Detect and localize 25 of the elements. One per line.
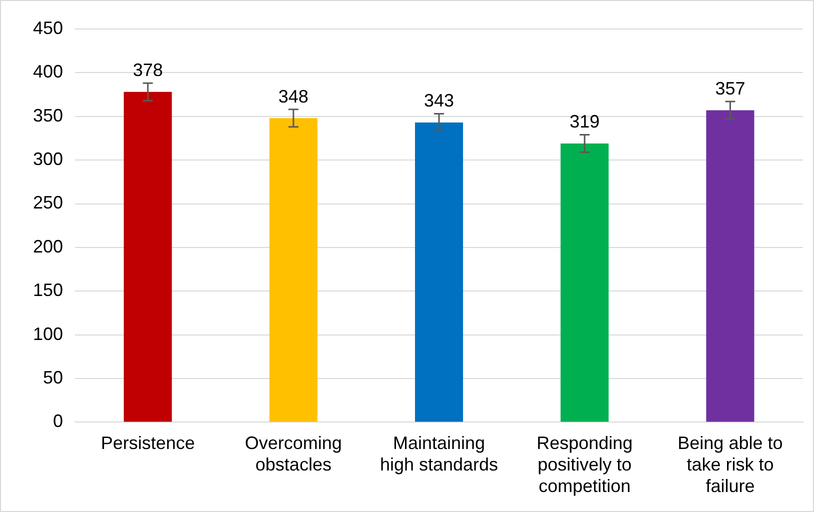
data-label: 319 xyxy=(570,112,600,132)
x-tick-label: Responding positively to competition xyxy=(536,432,633,496)
x-tick-label: Being able to take risk to failure xyxy=(678,432,783,496)
y-tick-label: 450 xyxy=(32,18,64,38)
y-tick-label: 400 xyxy=(32,62,64,82)
y-tick-label: 150 xyxy=(32,280,64,300)
data-label: 348 xyxy=(278,86,308,106)
y-tick-label: 50 xyxy=(43,367,64,388)
data-label: 343 xyxy=(424,90,454,111)
y-tick-label: 300 xyxy=(32,149,64,170)
data-label: 378 xyxy=(132,60,163,80)
y-tick-label: 350 xyxy=(32,105,64,126)
y-tick-label: 100 xyxy=(32,324,64,344)
y-tick-label: 0 xyxy=(53,411,64,432)
x-tick-label: Persistence xyxy=(100,432,195,453)
x-tick-label: Overcoming obstacles xyxy=(244,432,342,475)
bar xyxy=(124,92,172,422)
data-label: 357 xyxy=(715,78,746,98)
y-tick-label: 200 xyxy=(32,236,64,256)
bar xyxy=(414,122,464,422)
y-tick-label: 250 xyxy=(32,192,64,213)
x-tick-label: Maintaining high standards xyxy=(380,432,498,475)
bar xyxy=(269,118,318,422)
bar xyxy=(560,143,609,422)
bar xyxy=(706,110,754,422)
